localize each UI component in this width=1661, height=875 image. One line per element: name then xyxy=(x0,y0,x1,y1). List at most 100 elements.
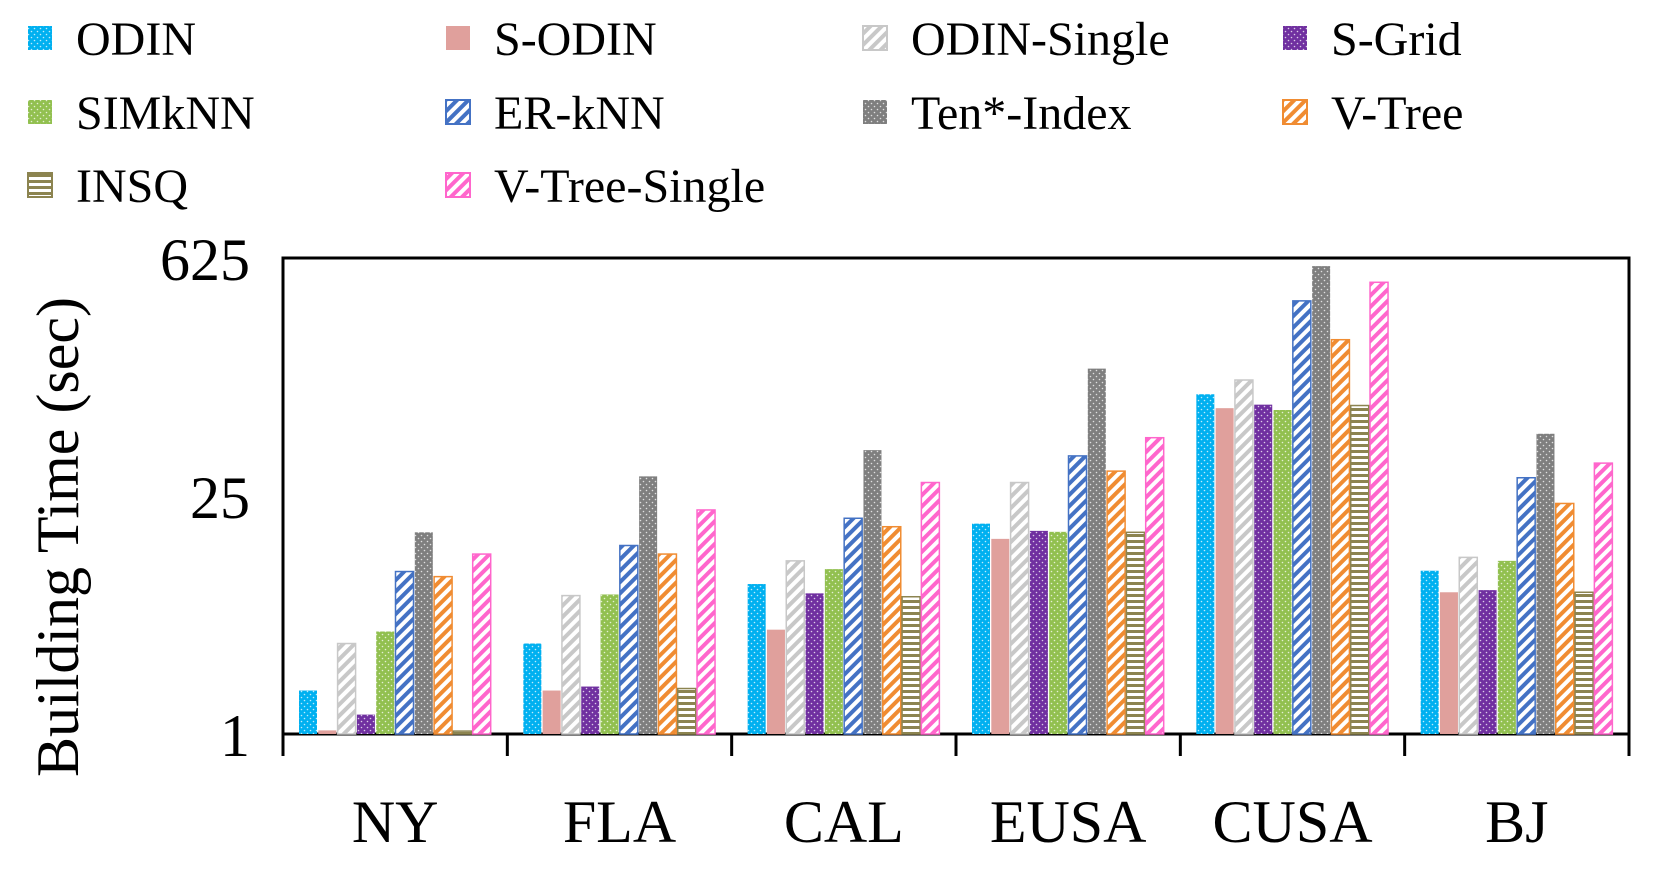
x-tick-label-cal: CAL xyxy=(784,789,904,855)
bar-fla-s-odin xyxy=(542,690,561,734)
bar-eusa-v-tree-single xyxy=(1144,436,1165,735)
legend-swatch-odin-single xyxy=(862,25,888,51)
bar-cal-s-grid xyxy=(805,593,824,734)
bar-eusa-simknn xyxy=(1049,531,1068,734)
x-axis-ticks: NY FLA CAL EUSA CUSA BJ xyxy=(281,734,1631,855)
bar-ny-odin-single xyxy=(336,642,357,735)
bar-cal-simknn xyxy=(824,569,843,734)
bar-cusa-s-grid xyxy=(1254,404,1273,734)
legend-swatch-s-grid xyxy=(1283,26,1307,50)
bar-fla-v-tree xyxy=(657,553,678,735)
legend: ODIN S-ODIN ODIN-Single S-Grid SIMkNN ER-kNN T… xyxy=(27,13,1463,213)
bar-eusa-odin-single xyxy=(1009,481,1030,735)
bar-ny-ten-index xyxy=(414,532,433,734)
bar-eusa-s-odin xyxy=(991,538,1010,734)
legend-item-s-odin: S-ODIN xyxy=(446,13,657,66)
bar-fla-s-grid xyxy=(581,686,600,734)
bar-fla-insq xyxy=(676,687,697,735)
bar-bj-odin xyxy=(1420,570,1439,734)
bar-cusa-insq xyxy=(1349,404,1370,735)
bar-eusa-odin xyxy=(972,523,990,734)
legend-label-odin-single: ODIN-Single xyxy=(911,13,1170,66)
bar-cusa-s-odin xyxy=(1215,408,1234,734)
legend-label-v-tree: V-Tree xyxy=(1331,87,1463,140)
legend-swatch-ten-index xyxy=(863,100,887,124)
legend-item-v-tree: V-Tree xyxy=(1282,87,1463,140)
bar-cal-odin xyxy=(747,584,766,734)
bar-cal-v-tree-single xyxy=(920,481,941,735)
legend-swatch-s-odin xyxy=(446,26,470,50)
legend-item-odin: ODIN xyxy=(28,13,196,66)
legend-item-odin-single: ODIN-Single xyxy=(862,13,1170,66)
x-tick-label-ny: NY xyxy=(352,789,439,855)
x-tick-label-cusa: CUSA xyxy=(1212,789,1372,855)
bar-group-ny xyxy=(299,532,492,735)
legend-swatch-v-tree-single xyxy=(445,172,471,198)
bar-group-fla xyxy=(523,476,716,735)
y-axis-ticks: 1 25 625 xyxy=(160,227,250,769)
legend-label-s-grid: S-Grid xyxy=(1331,13,1462,66)
legend-swatch-er-knn xyxy=(445,99,471,125)
bar-ny-s-grid xyxy=(356,714,375,734)
bar-cal-v-tree xyxy=(882,525,902,735)
bar-ny-v-tree xyxy=(433,575,453,735)
legend-item-s-grid: S-Grid xyxy=(1283,13,1462,66)
legend-swatch-insq xyxy=(27,172,53,198)
bar-fla-er-knn xyxy=(619,544,639,735)
legend-label-er-knn: ER-kNN xyxy=(494,87,665,140)
legend-item-er-knn: ER-kNN xyxy=(445,87,665,140)
bar-eusa-v-tree xyxy=(1106,470,1126,735)
bar-ny-er-knn xyxy=(394,570,415,735)
legend-label-odin: ODIN xyxy=(76,13,196,66)
legend-swatch-simknn xyxy=(28,100,52,124)
y-tick-label-625: 625 xyxy=(160,227,250,293)
bar-groups xyxy=(299,266,1614,735)
bar-group-bj xyxy=(1420,433,1614,735)
bar-cal-insq xyxy=(901,595,921,735)
x-tick-label-bj: BJ xyxy=(1485,789,1548,855)
bar-cal-s-odin xyxy=(766,629,785,734)
bar-bj-ten-index xyxy=(1536,433,1555,734)
bar-cusa-v-tree-single xyxy=(1369,281,1389,735)
bar-ny-s-odin xyxy=(318,730,337,734)
bar-bj-v-tree xyxy=(1555,502,1575,735)
bar-bj-odin-single xyxy=(1458,556,1479,735)
bar-group-cusa xyxy=(1196,266,1389,735)
bar-group-cal xyxy=(747,450,941,735)
bar-eusa-ten-index xyxy=(1087,368,1106,734)
x-tick-label-eusa: EUSA xyxy=(990,789,1147,855)
bar-group-eusa xyxy=(972,368,1165,735)
bar-fla-odin-single xyxy=(561,594,581,735)
bar-fla-ten-index xyxy=(639,476,658,734)
legend-item-v-tree-single: V-Tree-Single xyxy=(445,160,765,213)
bar-eusa-er-knn xyxy=(1067,455,1088,735)
bar-ny-v-tree-single xyxy=(471,553,492,735)
y-axis-title: Building Time (sec) xyxy=(25,297,91,777)
bar-bj-simknn xyxy=(1497,560,1516,734)
bar-cal-er-knn xyxy=(843,517,863,735)
bar-fla-odin xyxy=(523,643,542,734)
bar-bj-insq xyxy=(1574,591,1594,735)
legend-item-simknn: SIMkNN xyxy=(28,87,255,140)
bar-cusa-odin xyxy=(1196,394,1215,734)
y-tick-label-25: 25 xyxy=(190,465,250,531)
bar-cusa-v-tree xyxy=(1330,338,1351,735)
bar-cusa-odin-single xyxy=(1234,379,1254,735)
bar-bj-er-knn xyxy=(1516,476,1536,735)
legend-label-s-odin: S-ODIN xyxy=(494,13,657,66)
bar-fla-simknn xyxy=(600,594,619,734)
bar-eusa-insq xyxy=(1125,531,1146,735)
legend-label-simknn: SIMkNN xyxy=(76,87,255,140)
bar-fla-v-tree-single xyxy=(696,509,716,735)
bar-cusa-er-knn xyxy=(1292,300,1312,735)
legend-item-ten-index: Ten*-Index xyxy=(863,87,1132,140)
legend-swatch-odin xyxy=(28,26,52,50)
bar-bj-v-tree-single xyxy=(1593,462,1614,735)
bar-ny-insq xyxy=(452,730,473,735)
legend-swatch-v-tree xyxy=(1282,99,1308,125)
legend-item-insq: INSQ xyxy=(27,160,188,213)
bar-ny-simknn xyxy=(376,631,395,734)
x-tick-label-fla: FLA xyxy=(563,789,676,855)
y-tick-label-1: 1 xyxy=(220,703,250,769)
